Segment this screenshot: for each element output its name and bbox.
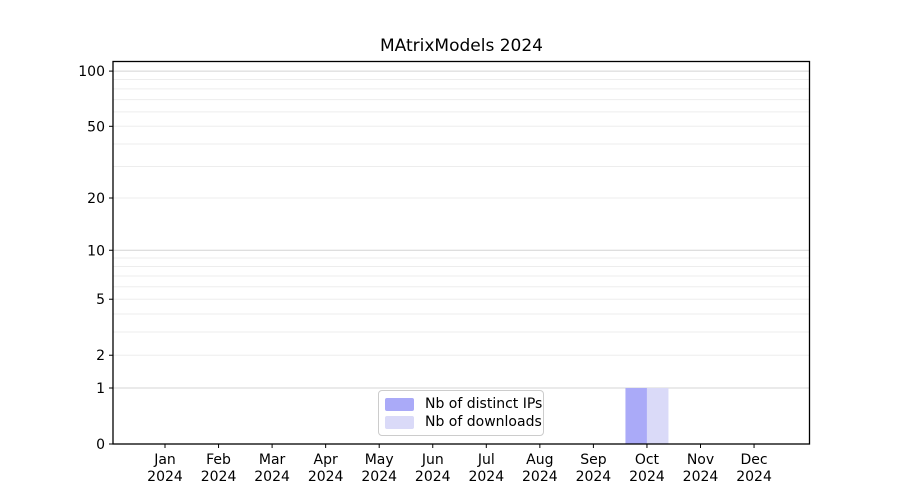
x-tick-label: Jan 2024 [147, 452, 183, 485]
legend-swatch-downloads [385, 415, 414, 429]
x-tick-label: Nov 2024 [683, 452, 719, 485]
x-tick-label: May 2024 [361, 452, 397, 485]
y-tick-label: 20 [87, 191, 105, 207]
y-tick-label: 10 [87, 243, 105, 259]
y-tick-label: 2 [96, 348, 105, 364]
y-tick-label: 50 [87, 119, 105, 135]
legend-swatch-distinct-ips [385, 397, 414, 411]
legend-label-distinct-ips: Nb of distinct IPs [425, 396, 543, 412]
legend-item-downloads: Nb of downloads [385, 414, 542, 430]
x-tick-label: Jul 2024 [468, 452, 504, 485]
y-tick-label: 1 [96, 381, 105, 397]
legend: Nb of distinct IPs Nb of downloads [378, 390, 544, 436]
bar-nb-of-downloads-oct-2024 [646, 387, 669, 444]
legend-item-distinct-ips: Nb of distinct IPs [385, 396, 542, 412]
x-tick-label: Apr 2024 [308, 452, 344, 485]
x-tick-label: Oct 2024 [629, 452, 665, 485]
y-tick-label: 0 [96, 437, 105, 453]
x-tick-label: Jun 2024 [415, 452, 451, 485]
legend-label-downloads: Nb of downloads [425, 414, 542, 430]
chart-title: MAtrixModels 2024 [379, 36, 543, 56]
bar-nb-of-distinct-ips-oct-2024 [625, 387, 647, 444]
x-tick-label: Mar 2024 [254, 452, 290, 485]
y-tick-label: 100 [78, 64, 105, 80]
x-tick-label: Feb 2024 [201, 452, 237, 485]
x-tick-label: Dec 2024 [736, 452, 772, 485]
plot-border [112, 60, 811, 445]
x-tick-label: Aug 2024 [522, 452, 558, 485]
y-tick-label: 5 [96, 292, 105, 308]
x-tick-label: Sep 2024 [576, 452, 612, 485]
